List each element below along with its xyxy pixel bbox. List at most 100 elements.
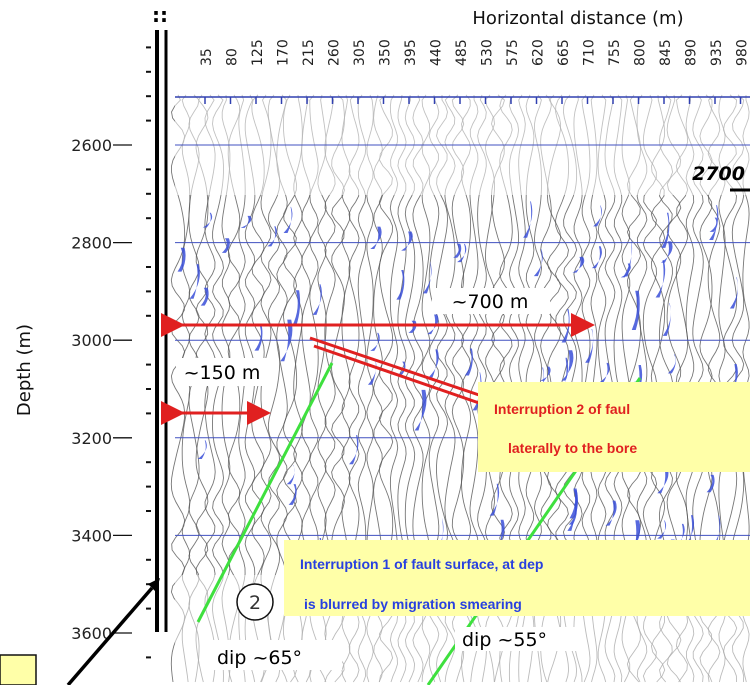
blue-fill — [453, 243, 462, 258]
blue-fill — [493, 519, 505, 551]
blue-fill — [367, 357, 377, 385]
callout-text: Interruption 1 of fault surface, at dep — [300, 556, 543, 572]
x-tick-label: 980 — [735, 39, 750, 66]
dip-label: dip ~55° — [462, 629, 547, 651]
blue-fill — [591, 246, 602, 269]
x-tick-label: 440 — [429, 39, 445, 66]
callout-box — [478, 382, 750, 472]
blue-fill — [489, 483, 500, 516]
x-axis-title: Horizontal distance (m) — [472, 8, 683, 29]
x-tick-label: 755 — [607, 39, 623, 66]
blue-fill — [370, 226, 382, 249]
dip-label: dip ~65° — [217, 647, 302, 669]
blue-fill — [401, 231, 413, 251]
blue-fill — [667, 354, 676, 374]
blue-fill — [177, 247, 186, 272]
blue-fill — [312, 284, 322, 315]
x-tick-label: 350 — [378, 39, 394, 66]
x-tick-label: 35 — [199, 48, 215, 66]
blue-fill — [197, 440, 207, 460]
callout-text: Interruption 2 of faul — [494, 401, 630, 417]
x-tick-label: 170 — [276, 39, 292, 66]
marker: :: — [152, 3, 168, 27]
blue-fill — [655, 260, 666, 298]
x-tick-label: 215 — [301, 39, 317, 66]
blue-fill — [729, 277, 738, 309]
blue-fill — [709, 217, 718, 232]
x-tick-label: 125 — [250, 39, 266, 66]
blue-fill — [288, 484, 297, 505]
blue-fill — [283, 206, 293, 234]
blue-fill — [457, 243, 467, 263]
blue-fill — [428, 349, 439, 378]
y-tick-label: 3000 — [71, 331, 112, 350]
blue-fill — [631, 290, 640, 330]
fault-double-line — [313, 344, 483, 406]
blue-fill — [414, 389, 427, 431]
blue-fill — [221, 238, 230, 253]
x-tick-label: 395 — [403, 39, 419, 66]
x-tick-label: 80 — [225, 48, 241, 66]
y-axis-title: Depth (m) — [14, 324, 35, 416]
pointer-arrow-head — [148, 578, 160, 592]
blue-fill — [660, 241, 673, 263]
y-tick-label: 3600 — [71, 624, 112, 643]
blue-fill — [706, 474, 715, 493]
x-tick-label: 935 — [709, 39, 725, 66]
callout-box — [0, 654, 37, 685]
blue-fill — [593, 205, 602, 227]
blue-fill — [396, 270, 405, 300]
label-bg — [176, 358, 268, 386]
blue-fill — [599, 362, 610, 383]
pointer-arrow — [66, 586, 154, 685]
blue-fill — [464, 348, 473, 376]
blue-fill — [200, 287, 209, 306]
blue-fill — [533, 249, 543, 277]
blue-fill — [661, 212, 670, 248]
x-tick-label: 260 — [327, 39, 343, 66]
x-tick-label: 800 — [633, 39, 649, 66]
fault-double-line — [309, 336, 483, 398]
blue-fill — [568, 503, 577, 525]
blue-fill — [709, 205, 719, 240]
blue-fill — [254, 324, 263, 351]
callout-box — [284, 540, 750, 616]
circle-label: 2 — [249, 592, 261, 614]
blue-fill — [628, 520, 641, 556]
blue-fill — [202, 212, 213, 228]
blue-fill — [605, 500, 617, 526]
blue-fill — [540, 366, 551, 381]
callout-text: laterally to the bore — [508, 440, 637, 456]
blue-fill — [572, 256, 585, 273]
label-bg — [432, 288, 550, 314]
label-bg — [207, 640, 342, 670]
blue-fill — [397, 361, 406, 376]
blue-fill — [585, 329, 594, 363]
x-tick-label: 665 — [556, 39, 572, 66]
depth-marker: 2700 — [692, 163, 745, 185]
blue-fill — [240, 215, 252, 228]
x-tick-label: 845 — [658, 39, 674, 66]
y-labels: 2600 2800 3000 3200 3400 3600 — [71, 46, 151, 659]
x-tick-label: 485 — [454, 39, 470, 66]
width-label: ~700 m — [452, 291, 529, 313]
callout-text: is blurred by migration smearing — [304, 596, 522, 612]
circle-marker — [236, 583, 274, 621]
x-labels: 35 80 125 170 215 260 305 350 395 440 485 530 575 620… — [199, 39, 750, 104]
x-tick-label: 575 — [505, 39, 521, 66]
blue-fill — [422, 261, 432, 294]
x-tick-label: 305 — [352, 39, 368, 66]
fault-line — [196, 362, 334, 623]
blue-fill — [620, 263, 631, 278]
blue-fill — [662, 303, 671, 336]
x-tick-label: 710 — [582, 39, 598, 66]
blue-fill — [657, 466, 669, 494]
blue-fill — [561, 350, 574, 381]
blue-fill — [286, 464, 295, 485]
x-tick-label: 530 — [480, 39, 496, 66]
label-bg — [455, 627, 583, 651]
blue-fill — [523, 201, 533, 238]
y-tick-label: 2800 — [71, 234, 112, 253]
blue-fill — [189, 264, 200, 299]
